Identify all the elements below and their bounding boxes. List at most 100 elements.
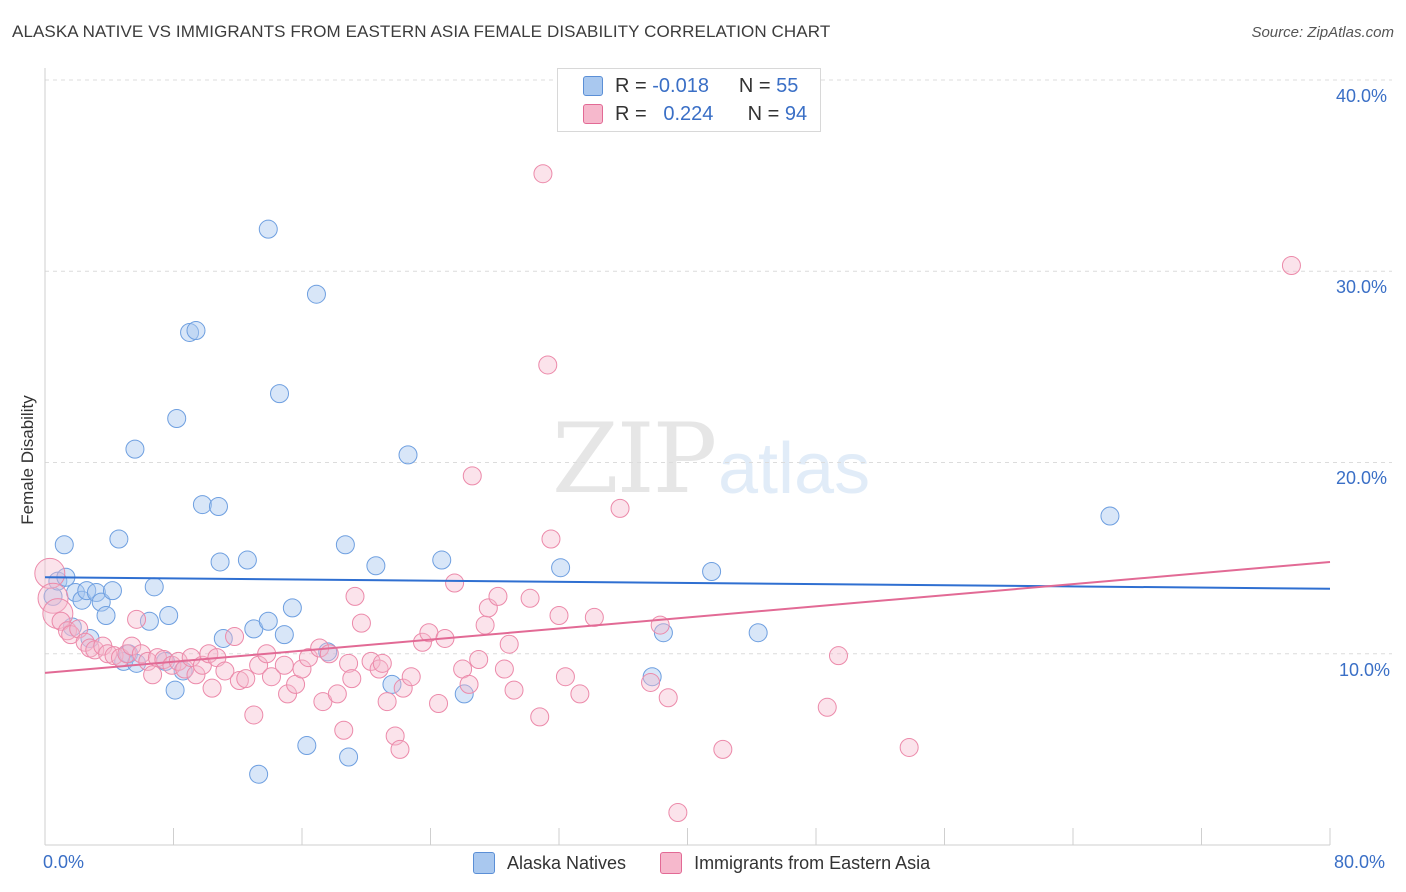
immigrants-point (249, 655, 269, 675)
alaska-natives-point (210, 552, 230, 572)
alaska-natives-point (249, 764, 269, 784)
alaska-natives-point (167, 409, 187, 429)
immigrants-point (369, 659, 389, 679)
immigrants-point (236, 669, 256, 689)
watermark-zip: ZIP (552, 403, 717, 515)
immigrants-point (42, 598, 74, 630)
immigrants-point (225, 627, 245, 647)
legend-row-alaska: R = -0.018 N = 55 (583, 73, 798, 99)
alaska-natives-point (258, 219, 278, 239)
alaska-natives-point (1100, 506, 1120, 526)
axes (44, 68, 1331, 846)
alaska-natives-point (237, 550, 257, 570)
immigrants-point (342, 669, 362, 689)
immigrants-point (504, 680, 524, 700)
immigrants-point (584, 607, 604, 627)
alaska-natives-point (54, 535, 74, 555)
immigrants-point (229, 671, 249, 691)
alaska-natives-point (551, 558, 571, 578)
immigrants-point (298, 648, 318, 668)
immigrants-point (339, 653, 359, 673)
legend-n-value-alaska: 55 (776, 74, 799, 97)
alaska-natives-point (159, 606, 179, 625)
immigrants-point (334, 720, 354, 740)
alaska-natives-point (144, 577, 164, 597)
source-credit: Source: ZipAtlas.com (1251, 24, 1394, 41)
immigrants-point (668, 802, 688, 822)
data-points (34, 164, 1301, 822)
immigrants-point (494, 659, 514, 679)
immigrants-trend-line (44, 560, 1331, 674)
alaska-natives-point (258, 611, 278, 631)
immigrants-point (459, 674, 479, 694)
alaska-natives-point (366, 556, 386, 576)
immigrants-point (327, 684, 347, 704)
immigrants-point (610, 498, 630, 518)
immigrants-point (98, 644, 118, 664)
y-tick-label-20: 20.0% (1336, 468, 1388, 488)
legend-swatch-immigrants (660, 852, 683, 874)
legend-n-label: N = (747, 102, 780, 125)
immigrants-point (641, 672, 661, 692)
legend-r-value-alaska: -0.018 (652, 74, 709, 97)
immigrants-point (390, 739, 410, 759)
immigrants-point (520, 588, 540, 608)
immigrants-point (215, 661, 235, 681)
alaska-natives-point (382, 674, 402, 694)
immigrants-point (570, 684, 590, 704)
immigrants-point (713, 739, 733, 759)
immigrants-point (351, 613, 371, 633)
immigrants-point (127, 609, 147, 629)
y-axis-title: Female Disability (18, 395, 37, 525)
alaska-natives-point (282, 598, 302, 618)
alaska-natives-point (306, 284, 326, 304)
legend-label-alaska-natives: Alaska Natives (507, 852, 627, 873)
correlation-legend: R = -0.018 N = 55 R = 0.224 N = 94 (557, 68, 821, 132)
alaska-natives-point (186, 321, 206, 341)
immigrants-point (499, 634, 519, 654)
immigrants-point (555, 667, 575, 687)
alaska-natives-point (339, 747, 359, 767)
legend-swatch-pink (583, 104, 603, 124)
immigrants-point (828, 646, 848, 666)
immigrants-point (469, 649, 489, 669)
alaska-natives-point (748, 623, 768, 643)
immigrants-point (274, 655, 294, 675)
alaska-natives-point (180, 322, 200, 342)
immigrants-point (445, 573, 465, 593)
alaska-natives-point (125, 439, 145, 459)
immigrants-point (122, 636, 142, 656)
legend-r-value-immigrants: 0.224 (663, 102, 714, 125)
alaska-natives-point (86, 583, 106, 603)
immigrants-point (549, 606, 569, 625)
alaska-natives-point (96, 606, 116, 625)
y-tick-label-40: 40.0% (1336, 86, 1388, 106)
immigrants-point (899, 737, 919, 757)
alaska-natives-point (43, 586, 63, 606)
alaska-natives-point (208, 496, 228, 516)
y-tick-label-10: 10.0% (1339, 660, 1391, 680)
immigrants-point (292, 659, 312, 679)
alaska-natives-point (109, 529, 129, 549)
alaska-natives-point (653, 623, 673, 643)
immigrants-point (541, 529, 561, 549)
legend-r-label: R = (615, 102, 647, 125)
legend-swatch-blue (583, 76, 603, 96)
alaska-natives-point (432, 550, 452, 570)
immigrants-point (202, 678, 222, 698)
immigrants-point (488, 586, 508, 606)
immigrants-point (429, 693, 449, 713)
immigrants-point (658, 688, 678, 708)
immigrants-point (817, 697, 837, 717)
immigrants-point (261, 667, 281, 687)
trend-lines (44, 560, 1331, 674)
alaska-natives-point (274, 625, 294, 645)
immigrants-point (530, 707, 550, 727)
immigrants-point (538, 355, 558, 375)
immigrants-point (131, 644, 151, 664)
chart-title: ALASKA NATIVE VS IMMIGRANTS FROM EASTERN… (12, 22, 831, 41)
x-tick-label-min: 0.0% (43, 852, 85, 872)
immigrants-point (372, 653, 392, 673)
x-tick-label-max: 80.0% (1334, 852, 1386, 872)
alaska-natives-point (77, 581, 97, 601)
